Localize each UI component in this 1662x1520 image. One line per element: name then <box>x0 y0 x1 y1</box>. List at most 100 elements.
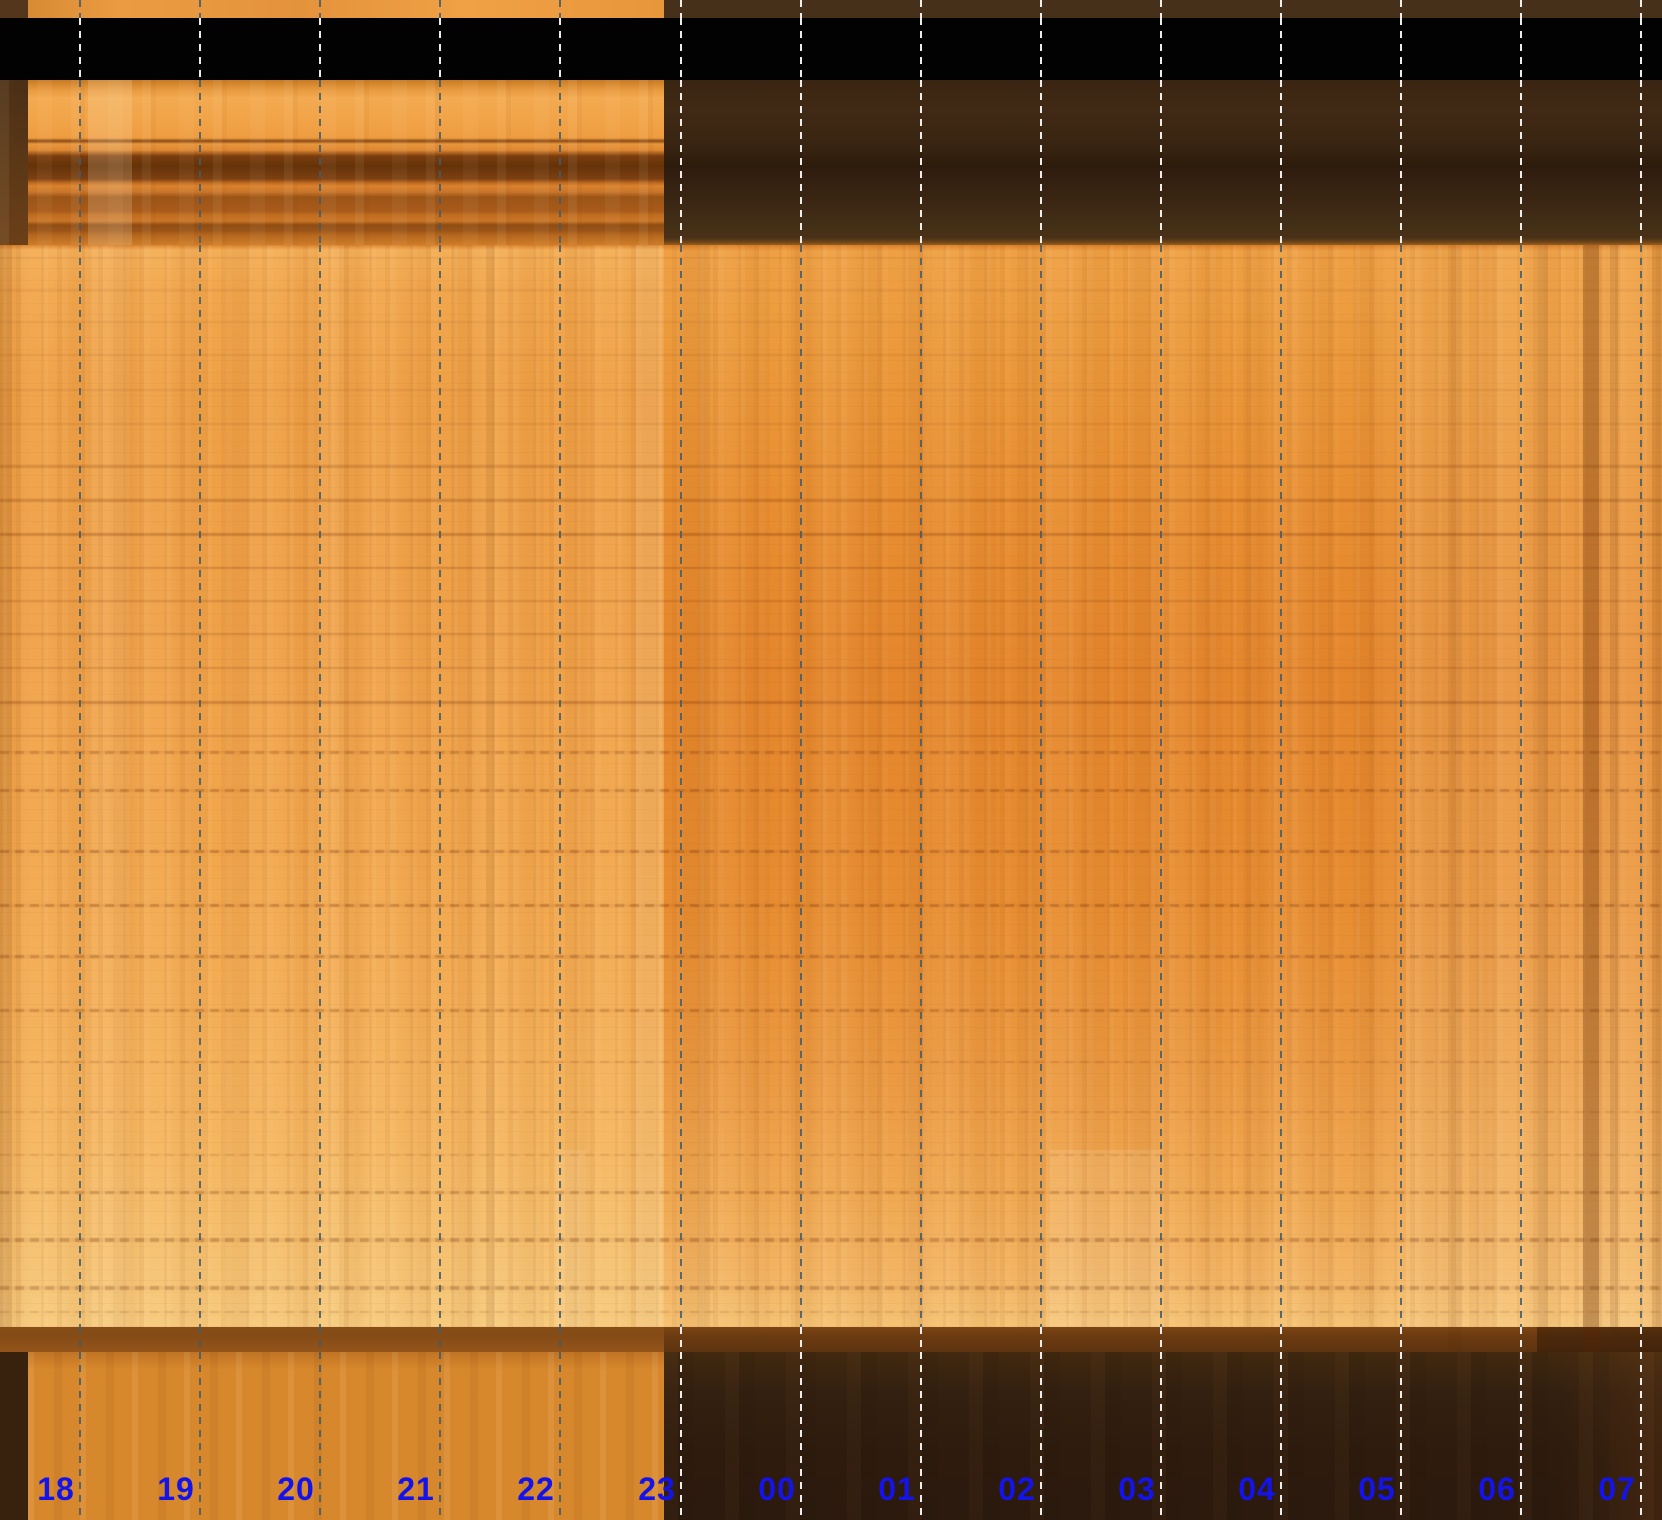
spectral-line <box>0 1061 1662 1063</box>
gridline-segment <box>1640 1352 1642 1520</box>
left-edge-strip-bottom <box>0 1352 28 1520</box>
vertical-streak <box>1538 245 1548 1352</box>
vertical-streak <box>1610 245 1618 1352</box>
gridline-segment <box>559 0 561 18</box>
vertical-streak <box>1583 245 1599 1352</box>
gridline-segment <box>1040 1327 1042 1352</box>
gridline-segment <box>79 245 81 1327</box>
gridline-segment <box>680 1327 682 1352</box>
spectral-line <box>0 289 1662 291</box>
spectral-line <box>0 498 1662 502</box>
gridline-segment <box>1400 1352 1402 1520</box>
black-bar <box>0 18 1662 80</box>
gridline-segment <box>800 245 802 1327</box>
hour-label-19: 19 <box>157 1471 195 1507</box>
gridline-segment <box>1160 1352 1162 1520</box>
gridline-segment <box>1040 245 1042 1327</box>
gridline-segment <box>680 1352 682 1520</box>
gridline-segment <box>1040 0 1042 18</box>
gridline-hour-22 <box>559 0 561 1520</box>
brown-band-far-right-dark <box>1537 1327 1662 1352</box>
hour-label-05: 05 <box>1358 1471 1396 1507</box>
gridline-segment <box>1280 18 1282 80</box>
gridline-hour-19 <box>199 0 201 1520</box>
spectral-line <box>0 600 1662 602</box>
spectral-line <box>0 1311 1662 1313</box>
brown-separator-band <box>0 1327 1662 1352</box>
gridline-segment <box>680 245 682 1327</box>
gridline-segment <box>1640 1327 1642 1352</box>
gridline-segment <box>1520 18 1522 80</box>
hour-label-00: 00 <box>758 1471 796 1507</box>
vertical-streak <box>556 1150 586 1327</box>
spectral-line <box>0 1238 1662 1242</box>
brown-band-evening-tint <box>0 1327 664 1352</box>
gridline-hour-07 <box>1640 0 1642 1520</box>
twilight-band-night <box>664 80 1662 245</box>
spectral-line <box>0 667 1662 669</box>
gridline-segment <box>920 1327 922 1352</box>
gridline-segment <box>319 18 321 80</box>
gridline-segment <box>1160 1327 1162 1352</box>
vertical-streak <box>486 245 494 1327</box>
gridline-segment <box>319 80 321 245</box>
left-edge-strip-twilight <box>0 80 28 245</box>
spectral-line <box>0 1111 1662 1113</box>
bottom-strip-night <box>664 1352 1662 1520</box>
gridline-segment <box>920 1352 922 1520</box>
gridline-segment <box>439 80 441 245</box>
gridline-segment <box>920 18 922 80</box>
spectral-line <box>0 1286 1662 1290</box>
left-edge-strip-top <box>0 0 28 18</box>
gridline-segment <box>1160 245 1162 1327</box>
spectral-line <box>0 567 1662 569</box>
spectral-line <box>0 1190 1662 1194</box>
hour-label-03: 03 <box>1118 1471 1156 1507</box>
gridline-segment <box>1160 80 1162 245</box>
gridline-segment <box>800 1327 802 1352</box>
gridline-segment <box>920 80 922 245</box>
gridline-segment <box>319 0 321 18</box>
gridline-segment <box>319 245 321 1327</box>
spectral-line <box>0 700 1662 704</box>
twilight-band-evening <box>0 80 664 245</box>
spectral-line <box>0 532 1662 536</box>
gridline-segment <box>79 18 81 80</box>
gridline-segment <box>1280 245 1282 1327</box>
gridline-segment <box>1520 80 1522 245</box>
hour-label-04: 04 <box>1238 1471 1276 1507</box>
gridline-segment <box>439 18 441 80</box>
gridline-segment <box>319 1327 321 1352</box>
gridline-segment <box>1040 1352 1042 1520</box>
gridline-segment <box>1640 0 1642 18</box>
gridline-segment <box>1400 18 1402 80</box>
spectral-line <box>0 735 1662 737</box>
spectral-line <box>0 1008 1662 1012</box>
gridline-hour-05 <box>1400 0 1402 1520</box>
hour-label-07: 07 <box>1598 1471 1636 1507</box>
gridline-segment <box>79 1327 81 1352</box>
gridline-segment <box>1520 245 1522 1327</box>
spectral-line <box>0 633 1662 635</box>
gridline-segment <box>1160 0 1162 18</box>
gridline-segment <box>1520 1327 1522 1352</box>
gridline-segment <box>199 245 201 1327</box>
gridline-hour-21 <box>439 0 441 1520</box>
emission-body-morning-lighten <box>1406 245 1662 1327</box>
gridline-segment <box>680 80 682 245</box>
vertical-streak <box>1448 245 1462 1352</box>
spectral-line <box>0 788 1662 792</box>
gridline-segment <box>680 18 682 80</box>
gridline-segment <box>1280 80 1282 245</box>
gridline-hour-00 <box>800 0 802 1520</box>
hour-label-23: 23 <box>638 1471 676 1507</box>
gridline-hour-01 <box>920 0 922 1520</box>
gridline-segment <box>1400 1327 1402 1352</box>
top-strip-evening <box>0 0 664 18</box>
hour-label-21: 21 <box>397 1471 435 1507</box>
gridline-segment <box>1280 1352 1282 1520</box>
hour-label-18: 18 <box>37 1471 75 1507</box>
gridline-segment <box>800 1352 802 1520</box>
spectral-line <box>0 389 1662 391</box>
